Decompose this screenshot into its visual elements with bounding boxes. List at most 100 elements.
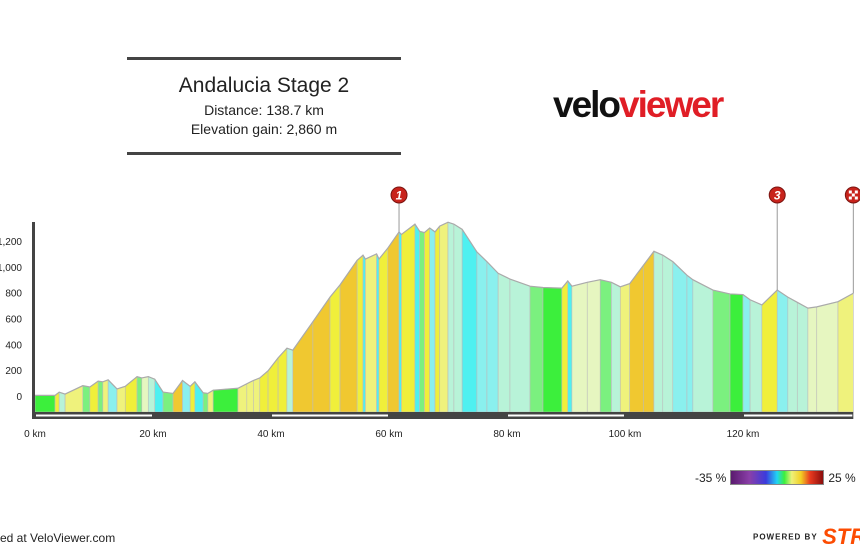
profile-segment xyxy=(816,301,839,413)
profile-segment xyxy=(286,347,294,413)
y-tick-label: 800 xyxy=(5,289,22,300)
profile-segment xyxy=(58,391,66,413)
x-tick-label: 20 km xyxy=(139,429,166,440)
profile-segment xyxy=(692,279,714,413)
profile-segment xyxy=(419,230,425,413)
distance-label: Distance: 138.7 km xyxy=(204,102,324,118)
profile-segment xyxy=(387,230,400,413)
profile-segment xyxy=(761,289,778,413)
profile-segment xyxy=(672,260,688,413)
profile-segment xyxy=(642,250,655,413)
profile-segment xyxy=(212,387,239,413)
profile-segment xyxy=(246,380,254,413)
profile-segment xyxy=(571,281,588,413)
profile-segment xyxy=(162,391,174,413)
elevation-gain-label: Elevation gain: 2,860 m xyxy=(190,121,338,137)
checker-square xyxy=(848,196,852,200)
profile-segment xyxy=(329,284,341,413)
profile-segment xyxy=(378,247,389,413)
y-tick-label: 1,000 xyxy=(0,263,22,274)
profile-segment xyxy=(619,283,631,413)
gradient-legend: -35 % 25 % xyxy=(695,470,856,485)
x-tick-label: 0 km xyxy=(24,429,46,440)
profile-segment xyxy=(509,278,531,413)
profile-segment xyxy=(356,254,364,413)
climb-marker xyxy=(768,186,786,204)
climb-marker-label: 1 xyxy=(396,189,403,203)
footer-credit: ed at VeloViewer.com xyxy=(0,531,116,545)
profile-segment xyxy=(729,293,744,413)
profile-segment xyxy=(611,281,621,413)
x-axis-bar xyxy=(32,412,854,419)
profile-segment xyxy=(365,253,377,413)
distance-stripe xyxy=(36,414,152,417)
profile-segment xyxy=(339,259,358,413)
profile-segment xyxy=(439,221,449,413)
profile-segment xyxy=(147,376,156,413)
climb-marker-label: 3 xyxy=(774,189,781,203)
profile-segment xyxy=(136,376,143,413)
legend-min: -35 % xyxy=(695,470,727,485)
profile-segment xyxy=(629,264,644,413)
profile-segment xyxy=(686,274,694,413)
profile-segment xyxy=(141,376,149,413)
profile-segment xyxy=(796,301,809,413)
distance-stripe xyxy=(272,414,388,417)
profile-segment xyxy=(424,227,431,413)
profile-segment xyxy=(561,280,569,413)
profile-segment xyxy=(102,379,109,413)
checker-square xyxy=(851,193,855,197)
profile-segment xyxy=(476,251,488,413)
x-tick-label: 40 km xyxy=(257,429,284,440)
profile-segment xyxy=(362,254,366,413)
y-axis xyxy=(32,222,35,418)
profile-outline xyxy=(35,221,854,396)
profile-segment xyxy=(202,392,209,413)
checker-square xyxy=(848,190,852,194)
x-tick-label: 100 km xyxy=(609,429,642,440)
profile-segment xyxy=(277,347,288,413)
y-tick-label: 600 xyxy=(5,314,22,325)
profile-segment xyxy=(749,299,763,413)
profile-segment xyxy=(434,225,441,413)
y-tick-label: 200 xyxy=(5,366,22,377)
profile-segment xyxy=(398,231,402,413)
distance-stripe xyxy=(744,414,853,417)
profile-segment xyxy=(401,223,416,413)
profile-segment xyxy=(414,223,420,413)
profile-segment xyxy=(567,280,573,413)
profile-segment xyxy=(461,228,478,413)
profile-segment xyxy=(497,272,511,413)
profile-segment xyxy=(742,293,751,413)
x-tick-label: 80 km xyxy=(493,429,520,440)
profile-segment xyxy=(653,250,664,413)
profile-segment xyxy=(267,357,279,413)
y-tick-label: 400 xyxy=(5,340,22,351)
profile-segment xyxy=(429,227,436,413)
profile-segment xyxy=(712,289,731,413)
profile-segment xyxy=(542,287,563,413)
profile-segment xyxy=(253,377,261,413)
profile-segment xyxy=(116,385,126,413)
profile-segment xyxy=(586,279,601,413)
strava-badge: POWERED BY STRA xyxy=(753,524,860,549)
profile-segment xyxy=(453,223,463,413)
profile-segment xyxy=(787,296,798,413)
y-tick-label: 1,200 xyxy=(0,237,22,248)
profile-segment xyxy=(34,395,56,413)
veloviewer-logo: veloviewer xyxy=(553,84,724,125)
stage-title: Andalucia Stage 2 xyxy=(178,74,350,97)
checker-square xyxy=(854,196,858,200)
profile-segment xyxy=(599,279,612,413)
profile-segment xyxy=(97,380,104,413)
title-box: Andalucia Stage 2 Distance: 138.7 km Ele… xyxy=(127,57,401,155)
profile-segment xyxy=(529,285,544,413)
profile-segment xyxy=(82,385,91,413)
y-tick-label: 0 xyxy=(16,392,22,403)
profile-segment xyxy=(662,254,674,413)
profile-segment xyxy=(807,306,818,413)
x-tick-label: 60 km xyxy=(375,429,402,440)
profile-segment xyxy=(486,260,499,413)
profile-segment xyxy=(154,378,164,413)
profile-segment xyxy=(172,379,183,413)
